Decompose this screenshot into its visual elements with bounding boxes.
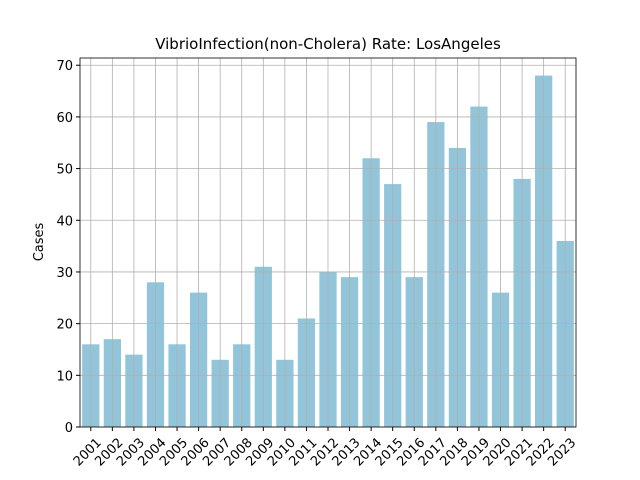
y-tick-label: 70 (56, 59, 73, 74)
y-tick-label: 0 (65, 421, 73, 436)
y-tick-label: 60 (56, 111, 73, 126)
y-tick-label: 40 (56, 214, 73, 229)
y-axis-label: Cases (32, 222, 47, 261)
y-tick-label: 50 (56, 163, 73, 178)
y-tick-label: 20 (56, 318, 73, 333)
y-tick-label: 30 (56, 266, 73, 281)
y-tick-label: 10 (56, 369, 73, 384)
plot-frame (79, 57, 577, 428)
chart-title: VibrioInfection(non-Cholera) Rate: LosAn… (155, 35, 501, 53)
